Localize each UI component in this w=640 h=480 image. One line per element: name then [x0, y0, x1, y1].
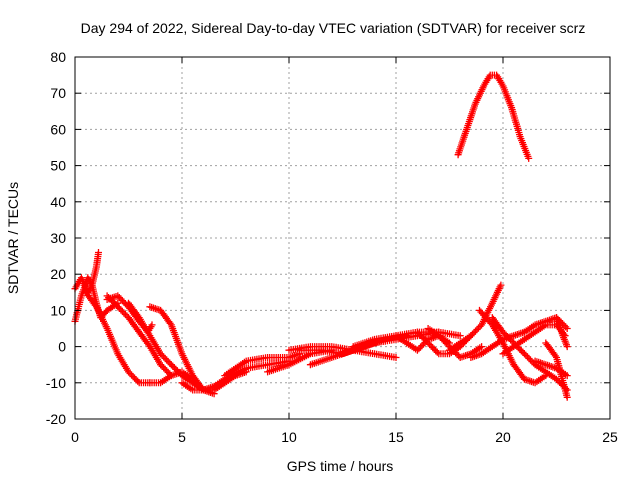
axes: 0 5 10 15 20 25 -20 -10 0 10 20 30 40 50 60 70 80 — [46, 49, 618, 445]
x-tick-label: 5 — [178, 429, 186, 445]
data-layer — [71, 71, 571, 401]
data-points — [488, 314, 571, 394]
data-points — [82, 288, 154, 387]
series-arc-3 — [82, 288, 154, 387]
y-tick-label: 20 — [50, 266, 66, 282]
y-tick-label: -10 — [46, 375, 66, 391]
y-tick-label: 0 — [58, 339, 66, 355]
data-points — [103, 292, 175, 380]
series-arc-23 — [488, 314, 571, 394]
y-axis-label: SDTVAR / TECUs — [5, 182, 21, 294]
y-tick-label: 60 — [50, 121, 66, 137]
x-tick-label: 20 — [495, 429, 511, 445]
y-tick-label: 80 — [50, 49, 66, 65]
x-tick-label: 0 — [71, 429, 79, 445]
y-tick-label: 30 — [50, 230, 66, 246]
data-points — [542, 339, 571, 401]
series-arc-5 — [103, 292, 175, 380]
series-arc-27 — [542, 339, 571, 401]
chart-title: Day 294 of 2022, Sidereal Day-to-day VTE… — [81, 20, 586, 36]
x-axis-label: GPS time / hours — [287, 458, 394, 474]
x-tick-label: 15 — [388, 429, 404, 445]
data-points — [553, 314, 571, 351]
y-tick-label: -20 — [46, 411, 66, 427]
y-tick-label: 50 — [50, 158, 66, 174]
y-tick-label: 10 — [50, 302, 66, 318]
x-tick-label: 25 — [602, 429, 618, 445]
data-points — [221, 350, 304, 380]
grid-lines — [75, 57, 610, 419]
data-points — [454, 71, 533, 162]
series-arc-10 — [210, 357, 293, 390]
x-tick-label: 10 — [281, 429, 297, 445]
series-arc-28 — [553, 314, 571, 351]
series-arc-29 — [454, 71, 533, 162]
y-tick-label: 40 — [50, 194, 66, 210]
y-tick-label: 70 — [50, 85, 66, 101]
series-arc-11 — [221, 350, 304, 380]
data-points — [210, 357, 293, 390]
